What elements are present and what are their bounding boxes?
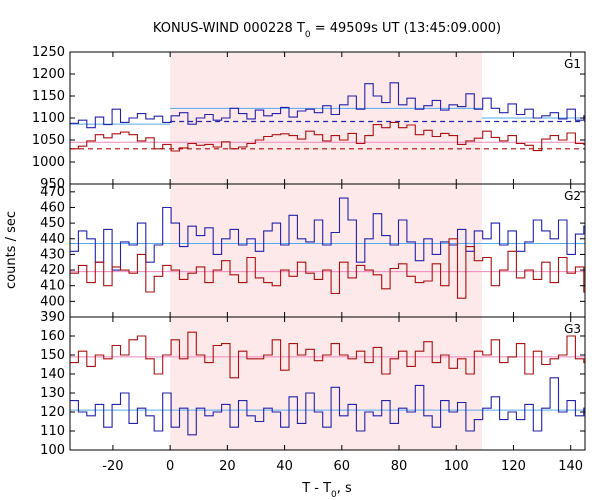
chart-title: KONUS-WIND 000228 T0 = 49509s UT (13:45:… [153, 21, 501, 40]
series-blue-step [70, 82, 585, 129]
panel-label: G3 [564, 322, 581, 336]
series-blue-step [70, 377, 585, 436]
y-tick-label: 420 [40, 263, 65, 278]
x-tick-label: 20 [219, 459, 236, 474]
y-tick-label: 390 [40, 310, 65, 325]
y-tick-label: 1200 [32, 67, 65, 82]
x-tick-label: 100 [444, 459, 469, 474]
y-tick-label: 950 [40, 177, 65, 192]
panel-g3: 100 110 120 130 140 150 160 G3 [40, 316, 586, 458]
y-axis-label: counts / sec [4, 211, 19, 289]
series-red-step [70, 238, 585, 299]
y-tick-label: 140 [40, 367, 65, 382]
y-tick-label: 1000 [32, 155, 65, 170]
y-tick-label: 470 [40, 185, 65, 200]
series-red-step [70, 121, 585, 152]
y-tick-label: 1050 [32, 133, 65, 148]
y-tick-label: 460 [40, 200, 65, 215]
y-tick-label: 450 [40, 216, 65, 231]
y-tick-label: 1150 [32, 89, 65, 104]
y-tick-label: 430 [40, 247, 65, 262]
x-tick-label: 140 [558, 459, 583, 474]
x-tick-label: 120 [501, 459, 526, 474]
x-tick-label: 60 [334, 459, 351, 474]
x-tick-label: 40 [276, 459, 293, 474]
y-tick-label: 110 [40, 424, 65, 439]
series-red-step [70, 331, 585, 379]
series-blue-step [70, 197, 585, 271]
x-tick-labels: -20 0 20 40 60 80 100 120 140 [102, 459, 583, 474]
y-tick-label: 160 [40, 329, 65, 344]
highlight-region [170, 52, 482, 184]
y-tick-label: 1100 [32, 111, 65, 126]
panel-frame [69, 316, 586, 451]
y-tick-label: 400 [40, 294, 65, 309]
x-tick-label: 80 [391, 459, 408, 474]
y-tick-label: 100 [40, 443, 65, 458]
y-tick-label: 120 [40, 405, 65, 420]
y-tick-label: 1250 [32, 45, 65, 60]
highlight-region [170, 317, 482, 450]
y-tick-label: 410 [40, 279, 65, 294]
panel-label: G1 [564, 57, 581, 71]
x-tick-label: 0 [166, 459, 174, 474]
highlight-region [170, 184, 482, 317]
panel-label: G2 [564, 189, 581, 203]
y-tick-label: 440 [40, 232, 65, 247]
y-tick-label: 130 [40, 386, 65, 401]
x-tick-label: -20 [102, 459, 123, 474]
y-tick-label: 150 [40, 348, 65, 363]
panel-g1: 950 1000 1050 1100 1150 1200 1250 G1 [32, 45, 586, 192]
x-axis-label: T - T0, s [301, 481, 352, 500]
panels-group: 950100010501100115012001250G139040041042… [32, 45, 586, 474]
